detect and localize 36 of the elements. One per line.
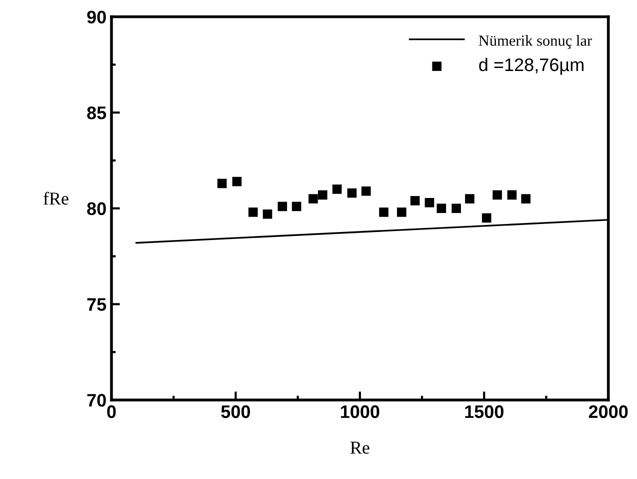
x-tick-label: 0	[107, 405, 116, 418]
point	[248, 208, 258, 217]
y-tick-label: 85	[87, 106, 106, 120]
point	[232, 176, 242, 186]
point	[318, 190, 328, 200]
legend-label: Nümerik sonuç lar	[478, 35, 592, 49]
point	[278, 202, 288, 212]
y-axis-title: fRe	[44, 192, 68, 205]
point	[332, 184, 342, 194]
point	[492, 190, 502, 200]
x-tick-label: 1500	[465, 405, 504, 418]
point	[292, 202, 302, 212]
x-axis-title: Re	[350, 442, 370, 454]
point	[262, 209, 272, 219]
point	[217, 178, 227, 188]
point	[436, 204, 446, 214]
point	[379, 208, 388, 217]
point	[308, 194, 318, 204]
x-tick-label: 500	[221, 405, 250, 418]
y-tick-label: 75	[87, 298, 106, 311]
y-tick-label: 90	[87, 10, 106, 24]
x-tick-label: 1000	[340, 405, 380, 418]
point	[347, 188, 357, 198]
point	[361, 186, 371, 196]
point	[507, 190, 517, 200]
point	[410, 196, 420, 206]
y-tick-label: 70	[87, 394, 106, 407]
x-tick-label: 2000	[588, 405, 628, 418]
point	[424, 198, 434, 208]
point	[396, 208, 406, 217]
point	[465, 194, 474, 204]
legend-label: d =128,76µm	[479, 58, 584, 75]
point	[482, 213, 492, 223]
point	[452, 204, 461, 214]
y-tick-label: 80	[87, 202, 106, 216]
point	[521, 194, 531, 204]
